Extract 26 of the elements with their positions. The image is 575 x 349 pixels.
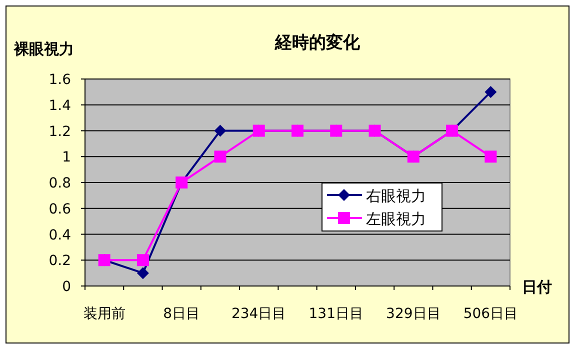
y-tick-label: 0.6 [48, 201, 72, 218]
legend-label: 左眼視力 [366, 210, 426, 228]
y-tick-label: 1.4 [48, 98, 72, 114]
y-tick-label: 0.8 [48, 176, 71, 192]
x-tick-label: 装用前 [83, 306, 126, 322]
y-tick-label: 1.2 [48, 124, 71, 140]
legend-label: 右眼視力 [366, 187, 426, 205]
y-tick-label: 0.4 [48, 227, 72, 244]
point [214, 150, 226, 163]
y-axis-title: 裸眼視力 [13, 40, 74, 58]
x-tick-label: 329日目 [386, 306, 441, 322]
x-axis-title: 日付 [522, 278, 552, 296]
y-tick-label: 1 [62, 150, 71, 166]
y-tick-label: 0.2 [48, 253, 71, 270]
x-tick-label: 506日目 [463, 306, 518, 322]
point [214, 124, 226, 137]
x-tick-label: 8日目 [163, 306, 200, 322]
x-tick-label: 131日目 [308, 306, 364, 322]
y-tick-label: 1.6 [48, 72, 72, 88]
y-tick-label: 0 [62, 279, 71, 295]
point [136, 267, 149, 280]
point [484, 150, 497, 163]
x-tick-label: 234日目 [231, 306, 286, 322]
point [484, 86, 497, 98]
point [136, 254, 149, 266]
chart-title: 経時的変化 [274, 33, 361, 53]
